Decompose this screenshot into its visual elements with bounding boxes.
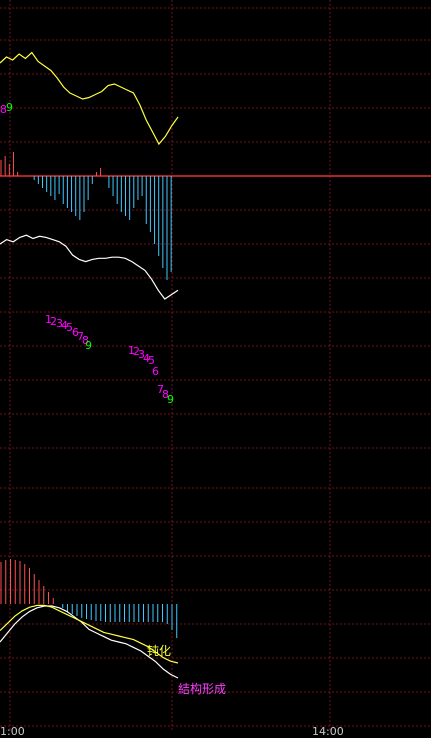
annotation-structure-formed: 結构形成 bbox=[178, 684, 226, 695]
macd-histogram bbox=[1, 559, 177, 638]
td-count-9: 9 bbox=[167, 394, 174, 405]
index-line bbox=[0, 235, 178, 299]
price-line bbox=[0, 53, 178, 145]
td-count-9: 9 bbox=[85, 340, 92, 351]
left-edge-seq-9: 9 bbox=[6, 102, 13, 113]
td-count-6: 6 bbox=[152, 366, 159, 377]
top-histogram bbox=[1, 152, 171, 280]
annotation-dunhua: 钝化 bbox=[147, 646, 171, 657]
macd-dif-line bbox=[0, 606, 178, 678]
